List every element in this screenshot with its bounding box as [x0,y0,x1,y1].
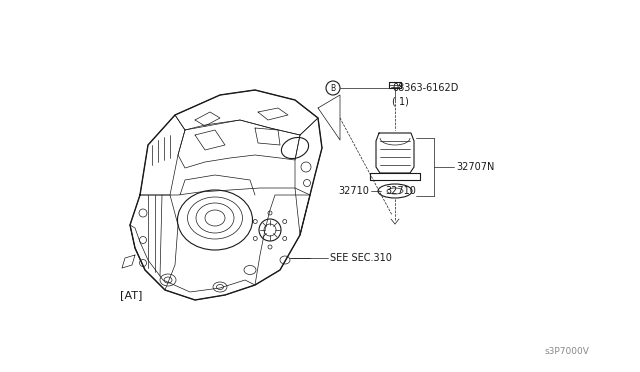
Text: ( 1): ( 1) [392,96,409,106]
Text: 32707N: 32707N [456,162,494,172]
Text: 32710: 32710 [385,186,416,196]
Text: B: B [330,83,335,93]
Text: s3P7000V: s3P7000V [545,347,590,356]
Text: 08363-6162D: 08363-6162D [392,83,458,93]
Text: SEE SEC.310: SEE SEC.310 [330,253,392,263]
Text: 32710: 32710 [338,186,369,196]
Text: [AT]: [AT] [120,290,142,300]
